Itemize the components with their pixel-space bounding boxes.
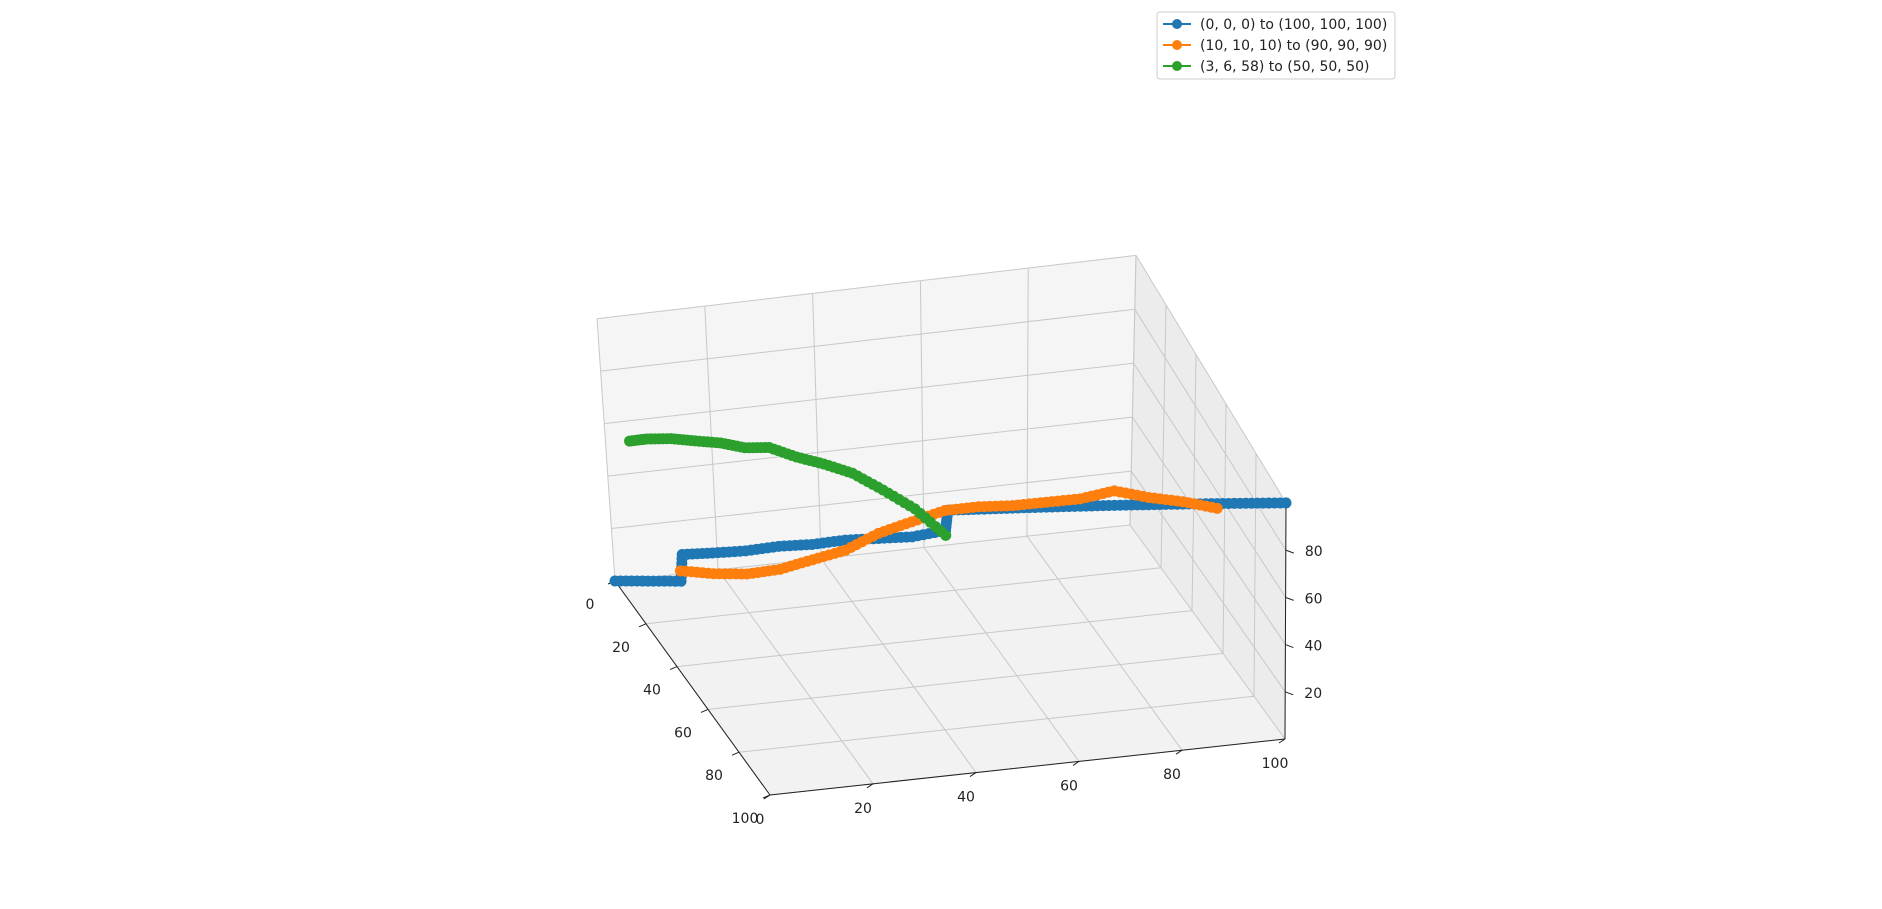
- y-tick: [731, 751, 740, 756]
- z-tick: [1285, 691, 1294, 696]
- series-1: [609, 497, 1292, 587]
- grid-line-y: [738, 695, 1255, 753]
- legend-label: (3, 6, 58) to (50, 50, 50): [1200, 59, 1369, 75]
- series-2: [674, 485, 1223, 580]
- x-tick: [1278, 738, 1286, 744]
- z-axis-line: [1284, 502, 1287, 740]
- axis-lines: [614, 502, 1287, 796]
- grid-line-z-side: [1135, 255, 1287, 504]
- z-tick-label: 80: [1305, 544, 1323, 560]
- grid-line-z-back: [596, 254, 1137, 320]
- y-axis-line: [614, 580, 771, 796]
- legend-marker: [1172, 40, 1182, 50]
- grid-line-y-wall: [1191, 354, 1197, 611]
- legend-marker: [1172, 19, 1182, 29]
- y-tick: [700, 708, 709, 713]
- grid-line-z-back: [600, 308, 1135, 372]
- series-3: [624, 433, 952, 541]
- grid-line-x: [923, 547, 1080, 762]
- series-point: [940, 529, 952, 541]
- grid-line-x: [1129, 524, 1286, 740]
- series-point: [1280, 497, 1292, 509]
- x-axis-line: [769, 738, 1286, 796]
- x-tick: [866, 783, 874, 789]
- x-tick-label: 40: [957, 790, 975, 806]
- y-tick: [762, 794, 771, 799]
- grid-line-z-back: [604, 362, 1134, 425]
- legend-box: [1156, 11, 1396, 80]
- grid-line-y-wall: [1222, 403, 1227, 654]
- z-tick: [1285, 596, 1294, 601]
- legend: (0, 0, 0) to (100, 100, 100) (10, 10, 10)…: [1156, 11, 1396, 80]
- grid-line-y: [645, 567, 1162, 625]
- x-tick-label: 100: [1262, 756, 1289, 772]
- grid-line-z-side: [1131, 416, 1286, 645]
- pane-side: [1130, 255, 1286, 739]
- legend-marker: [1172, 61, 1182, 71]
- data-series: [609, 433, 1292, 587]
- grid-line-x-wall: [1026, 268, 1029, 537]
- x-tick-label: 20: [854, 801, 872, 817]
- grid-line-z-side: [1134, 309, 1287, 551]
- legend-label: (10, 10, 10) to (90, 90, 90): [1200, 38, 1387, 54]
- pane-back: [597, 255, 1136, 581]
- axes-panes: [597, 255, 1286, 795]
- y-tick: [669, 666, 678, 671]
- grid-line-y: [676, 610, 1193, 668]
- pane-floor: [615, 525, 1285, 795]
- grid-line-x-wall: [596, 318, 616, 582]
- x-tick: [1072, 760, 1080, 766]
- z-tick-label: 60: [1305, 591, 1323, 607]
- x-tick-label: 0: [756, 812, 765, 828]
- z-tick: [1285, 549, 1294, 554]
- y-tick-label: 100: [732, 811, 759, 827]
- x-tick: [1175, 749, 1183, 755]
- series-point: [1211, 502, 1223, 514]
- grid-line-x-wall: [919, 280, 925, 548]
- y-tick-label: 40: [643, 683, 661, 699]
- grid-line-x: [1026, 535, 1183, 751]
- grid-line-z-back: [607, 416, 1133, 477]
- y-tick: [638, 623, 647, 628]
- grid-line-x: [717, 569, 874, 785]
- z-tick: [1285, 644, 1294, 649]
- grid-line-z-back: [611, 470, 1132, 530]
- y-tick-label: 0: [586, 597, 595, 613]
- grid-line-z-side: [1133, 362, 1287, 598]
- y-tick-label: 20: [612, 640, 630, 656]
- y-tick-label: 60: [674, 725, 692, 741]
- grid-line-y-wall: [1160, 304, 1167, 568]
- grid-line-x: [820, 558, 977, 773]
- grid-line-x-wall: [812, 293, 822, 559]
- x-tick-label: 60: [1060, 778, 1078, 794]
- grid-line-x-wall: [1129, 255, 1137, 526]
- x-tick: [969, 772, 977, 778]
- grid-line-y: [707, 652, 1224, 710]
- x-tick-label: 80: [1163, 767, 1181, 783]
- grid-line-y-wall: [1253, 453, 1257, 697]
- z-tick-label: 20: [1304, 686, 1322, 702]
- y-tick-label: 80: [705, 768, 723, 784]
- z-tick-label: 40: [1304, 639, 1322, 655]
- legend-label: (0, 0, 0) to (100, 100, 100): [1200, 17, 1387, 33]
